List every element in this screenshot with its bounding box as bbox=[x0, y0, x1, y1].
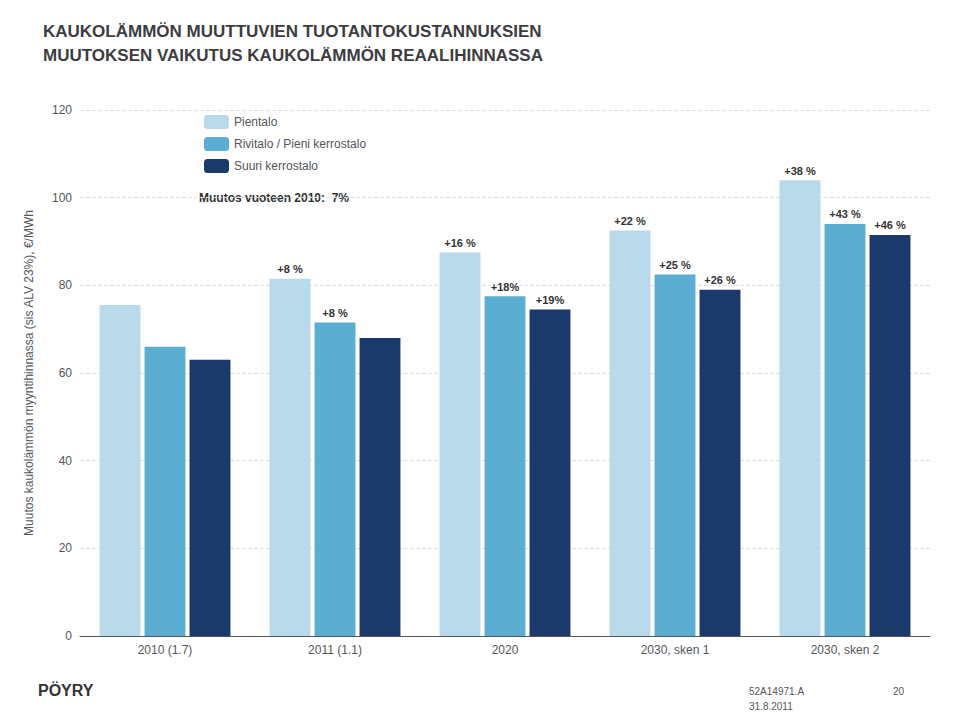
svg-text:0: 0 bbox=[65, 629, 72, 643]
svg-text:120: 120 bbox=[52, 103, 72, 117]
svg-text:+22 %: +22 % bbox=[614, 215, 646, 227]
svg-text:2030, sken 1: 2030, sken 1 bbox=[641, 643, 710, 657]
svg-text:+38 %: +38 % bbox=[784, 165, 816, 177]
svg-text:Rivitalo / Pieni kerrostalo: Rivitalo / Pieni kerrostalo bbox=[234, 137, 366, 151]
svg-text:+16 %: +16 % bbox=[444, 237, 476, 249]
svg-text:52A14971.A: 52A14971.A bbox=[749, 686, 804, 697]
svg-text:60: 60 bbox=[59, 366, 73, 380]
svg-text:KAUKOLÄMMÖN MUUTTUVIEN TUOTANT: KAUKOLÄMMÖN MUUTTUVIEN TUOTANTOKUSTANNUK… bbox=[43, 22, 542, 41]
svg-text:100: 100 bbox=[52, 191, 72, 205]
svg-text:2030, sken 2: 2030, sken 2 bbox=[811, 643, 880, 657]
svg-text:Pientalo: Pientalo bbox=[234, 115, 278, 129]
svg-text:80: 80 bbox=[59, 278, 73, 292]
svg-text:+8 %: +8 % bbox=[277, 263, 303, 275]
svg-text:2010 (1.7): 2010 (1.7) bbox=[138, 643, 193, 657]
svg-text:20: 20 bbox=[59, 541, 73, 555]
svg-text:2020: 2020 bbox=[492, 643, 519, 657]
svg-text:+43 %: +43 % bbox=[829, 208, 861, 220]
svg-text:20: 20 bbox=[893, 686, 905, 697]
svg-text:2011 (1.1): 2011 (1.1) bbox=[308, 643, 362, 657]
svg-text:PÖYRY: PÖYRY bbox=[38, 681, 94, 699]
svg-text:Muutos vuoteen 2010: 7%: Muutos vuoteen 2010: 7% bbox=[199, 191, 349, 205]
svg-text:+46 %: +46 % bbox=[874, 219, 906, 231]
svg-text:+26 %: +26 % bbox=[704, 274, 736, 286]
svg-text:Muutos kaukolämmön myyntihinna: Muutos kaukolämmön myyntihinnassa (sis A… bbox=[22, 210, 36, 536]
svg-text:40: 40 bbox=[59, 454, 73, 468]
svg-text:+25 %: +25 % bbox=[659, 259, 691, 271]
svg-text:Suuri kerrostalo: Suuri kerrostalo bbox=[234, 159, 318, 173]
svg-text:MUUTOKSEN VAIKUTUS KAUKOLÄMMÖN: MUUTOKSEN VAIKUTUS KAUKOLÄMMÖN REAALIHIN… bbox=[43, 46, 543, 65]
svg-text:31.8.2011: 31.8.2011 bbox=[749, 701, 793, 712]
svg-text:+8 %: +8 % bbox=[322, 307, 348, 319]
svg-text:+19%: +19% bbox=[536, 294, 565, 306]
svg-text:+18%: +18% bbox=[491, 281, 520, 293]
